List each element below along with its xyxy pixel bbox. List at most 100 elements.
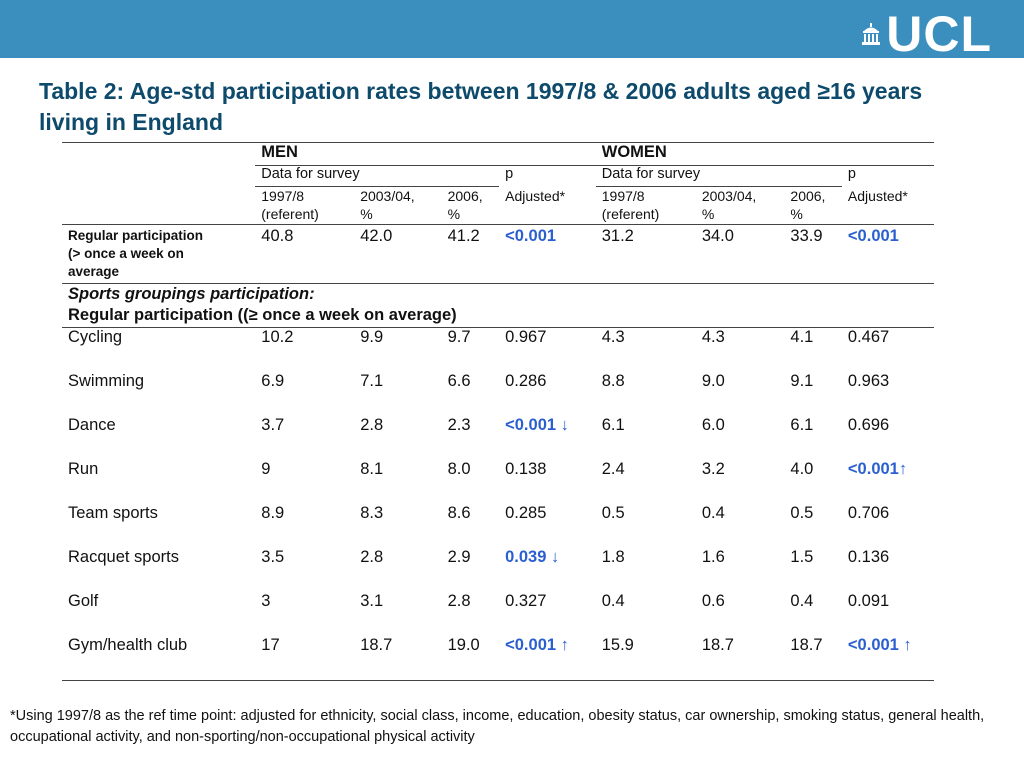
- table-cell: 0.138: [505, 460, 547, 478]
- table-cell: 9.9: [360, 328, 384, 346]
- table-cell: 1.8: [601, 548, 625, 566]
- table-cell: 1.5: [790, 548, 814, 566]
- table-cell: 8.9: [261, 504, 285, 522]
- table-cell: 31.2: [595, 224, 696, 284]
- table-cell: 2.3: [447, 416, 471, 434]
- men-year-2006: 2006,%: [441, 186, 500, 225]
- table-cell: 9.0: [701, 372, 725, 390]
- table-cell: 8.3: [360, 504, 384, 522]
- sport-label: Run: [68, 460, 99, 478]
- table-cell: 0.4: [790, 592, 814, 610]
- table-row: Run 9 8.1 8.0 0.138 2.4 3.2 4.0 <0.001↑: [62, 460, 934, 504]
- table-cell: 0.5: [790, 504, 814, 522]
- table-cell: 15.9: [595, 636, 696, 681]
- header-bar: [0, 0, 1024, 58]
- table-row: Cycling 10.2 9.9 9.7 0.967 4.3 4.3 4.1 0.467: [62, 328, 934, 373]
- page-title: Table 2: Age-std participation rates bet…: [39, 78, 923, 135]
- table-cell: 33.9: [784, 224, 842, 284]
- table-cell: 0.285: [505, 504, 547, 522]
- table-cell: 6.0: [701, 416, 725, 434]
- table-cell: 7.1: [360, 372, 384, 390]
- table-cell: 2.4: [601, 460, 625, 478]
- table-cell: 18.7: [695, 636, 785, 681]
- table-cell: 0.327: [505, 592, 547, 610]
- table-cell: 0.4: [601, 592, 625, 610]
- table-cell: 2.8: [360, 548, 384, 566]
- table-row: Gym/health club 17 18.7 19.0 <0.001 ↑ 15.9 18.…: [62, 636, 934, 681]
- men-header: MEN: [255, 142, 596, 166]
- table-cell: 0.286: [505, 372, 547, 390]
- table-cell: 3.1: [360, 592, 384, 610]
- group-subtitle: Regular participation ((≥ once a week on…: [68, 306, 457, 324]
- men-adjusted: Adjusted*: [499, 186, 596, 225]
- sport-label: Cycling: [68, 328, 123, 346]
- table-cell: <0.001 ↑: [499, 636, 596, 681]
- table-cell: 0.963: [847, 372, 890, 390]
- table-cell: <0.001: [841, 224, 934, 284]
- women-data-for-survey: Data for survey: [595, 165, 842, 187]
- table-cell: 3.2: [701, 460, 725, 478]
- table-cell: 2.8: [360, 416, 384, 434]
- table-cell: 6.1: [601, 416, 625, 434]
- table-cell: 0.967: [505, 328, 547, 346]
- table-cell: 18.7: [354, 636, 442, 681]
- sport-rows: Cycling 10.2 9.9 9.7 0.967 4.3 4.3 4.1 0.467 Swim…: [62, 328, 934, 681]
- table-cell: 4.1: [790, 328, 814, 346]
- group-title: Sports groupings participation:: [68, 285, 315, 303]
- table-cell: 17: [255, 636, 355, 681]
- table-cell: 9.7: [447, 328, 471, 346]
- table-cell: 41.2: [441, 224, 500, 284]
- table-cell: 18.7: [784, 636, 842, 681]
- women-year-1997: 1997/8 (referent): [595, 186, 696, 225]
- table-cell: 0.467: [847, 328, 890, 346]
- table-cell: 8.8: [601, 372, 625, 390]
- men-year-2003: 2003/04,%: [354, 186, 442, 225]
- table-cell: 6.9: [261, 372, 285, 390]
- table-cell: 4.3: [701, 328, 725, 346]
- table-cell: <0.001 ↓: [505, 416, 569, 434]
- table-cell: 42.0: [354, 224, 442, 284]
- regular-participation-label: Regular participation (> once a week on av…: [62, 224, 256, 284]
- table-cell: 2.9: [447, 548, 471, 566]
- women-adjusted: Adjusted*: [841, 186, 934, 225]
- table-cell: 6.1: [790, 416, 814, 434]
- table-cell: 0.696: [847, 416, 890, 434]
- sport-label: Swimming: [68, 372, 145, 390]
- sport-label: Golf: [68, 592, 99, 610]
- sport-label: Team sports: [68, 504, 158, 522]
- sport-label: Gym/health club: [62, 636, 256, 681]
- men-year-1997: 1997/8 (referent): [255, 186, 355, 225]
- table-cell: 9.1: [790, 372, 814, 390]
- sport-label: Dance: [68, 416, 116, 434]
- participation-table: MEN WOMEN Data for survey p Data for sur…: [62, 142, 934, 681]
- table-cell: 10.2: [261, 328, 294, 346]
- women-year-2006: 2006,%: [784, 186, 842, 225]
- men-data-for-survey: Data for survey: [255, 165, 500, 187]
- sport-label: Racquet sports: [68, 548, 179, 566]
- women-header: WOMEN: [595, 142, 934, 166]
- table-cell: <0.001↑: [847, 460, 908, 478]
- table-cell: 0.136: [847, 548, 890, 566]
- group-header-row: Sports groupings participation: Regular p…: [62, 283, 934, 328]
- table-cell: 0.091: [847, 592, 890, 610]
- table-cell: 8.0: [447, 460, 471, 478]
- table-cell: 0.6: [701, 592, 725, 610]
- table-cell: 0.5: [601, 504, 625, 522]
- men-p-label: p: [505, 166, 514, 182]
- table-cell: 3.7: [261, 416, 285, 434]
- table-cell: 4.0: [790, 460, 814, 478]
- regular-participation-row: Regular participation (> once a week on av…: [62, 224, 934, 284]
- table-cell: <0.001 ↑: [841, 636, 934, 681]
- table-cell: 1.6: [701, 548, 725, 566]
- table-cell: 0.039 ↓: [505, 548, 560, 566]
- table-cell: 0.706: [847, 504, 890, 522]
- footnote: *Using 1997/8 as the ref time point: adj…: [10, 708, 985, 745]
- logo-text: UCL: [886, 6, 992, 62]
- table-cell: 8.1: [360, 460, 384, 478]
- table-cell: 3.5: [261, 548, 285, 566]
- ucl-logo: UCL: [862, 6, 992, 62]
- table-cell: 9: [261, 460, 271, 478]
- women-year-2003: 2003/04,%: [695, 186, 785, 225]
- table-cell: 8.6: [447, 504, 471, 522]
- table-row: Team sports 8.9 8.3 8.6 0.285 0.5 0.4 0.5 0.706: [62, 504, 934, 548]
